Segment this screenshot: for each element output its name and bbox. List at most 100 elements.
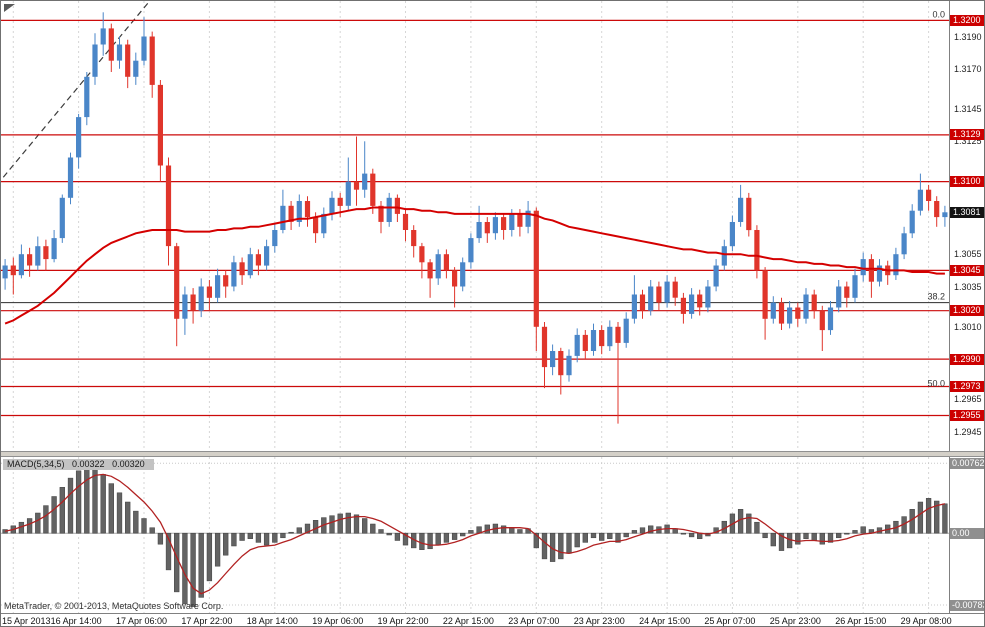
- time-axis-label: 16 Apr 14:00: [50, 616, 102, 626]
- candle: [411, 225, 417, 258]
- candle-body: [84, 76, 90, 118]
- candle-body: [738, 197, 744, 222]
- macd-histogram-bar: [362, 518, 368, 534]
- candle-body: [574, 334, 580, 356]
- candle: [664, 275, 670, 308]
- macd-panel[interactable]: MACD(5,34,5) 0.00322 0.00320 MetaTrader,…: [1, 457, 949, 613]
- candle: [190, 288, 196, 324]
- price-chart-panel[interactable]: 0.0 38.2 50.0: [1, 1, 949, 451]
- candle-body: [909, 210, 915, 234]
- candle-body: [18, 254, 24, 276]
- candle: [811, 289, 817, 319]
- price-axis[interactable]: 1.31901.31701.31451.31251.31001.30801.30…: [949, 1, 984, 451]
- macd-histogram-bar: [844, 532, 850, 535]
- candle: [125, 39, 131, 89]
- candle-body: [787, 307, 793, 324]
- price-tick-label: 1.2945: [954, 426, 982, 437]
- candle: [926, 184, 932, 211]
- candle-body: [623, 318, 629, 343]
- candle-body: [582, 334, 588, 351]
- price-level-badge: 1.3200: [950, 14, 984, 26]
- macd-histogram-bar: [443, 532, 450, 543]
- time-axis-label: 25 Apr 23:00: [769, 616, 821, 626]
- macd-canvas[interactable]: [1, 457, 949, 613]
- candle: [566, 349, 572, 382]
- chart-shift-marker: [4, 4, 15, 12]
- macd-histogram-bar: [35, 512, 41, 534]
- candle-body: [713, 265, 719, 287]
- candle-body: [517, 213, 523, 227]
- candle-body: [615, 326, 621, 343]
- candle-body: [860, 259, 866, 276]
- candle-body: [631, 294, 637, 319]
- candle-body: [656, 286, 662, 303]
- candle-body: [419, 246, 425, 263]
- macd-histogram-bar: [198, 532, 204, 598]
- candle-body: [370, 173, 376, 206]
- candle: [803, 288, 809, 324]
- candle-body: [901, 233, 907, 255]
- candle-body: [501, 217, 507, 230]
- candle-body: [893, 254, 899, 276]
- candle: [264, 239, 270, 271]
- candle-body: [378, 205, 384, 222]
- candle-body: [141, 36, 147, 61]
- macd-histogram-bar: [108, 483, 114, 534]
- candle: [2, 259, 8, 290]
- macd-signal-value: 0.00320: [112, 459, 145, 469]
- candle: [84, 72, 90, 126]
- candle: [787, 301, 793, 329]
- candle-body: [746, 197, 752, 231]
- time-axis-label: 19 Apr 06:00: [312, 616, 364, 626]
- candle: [746, 192, 752, 237]
- price-tick-label: 1.3010: [954, 321, 982, 332]
- macd-histogram-bar: [819, 532, 825, 545]
- candle-body: [926, 189, 932, 201]
- macd-indicator-header: MACD(5,34,5) 0.00322 0.00320: [3, 459, 154, 470]
- macd-histogram-bar: [574, 532, 580, 548]
- macd-histogram-bar: [460, 532, 466, 537]
- macd-histogram-bar: [746, 513, 752, 534]
- candle: [599, 325, 605, 355]
- candle: [223, 270, 229, 298]
- candle: [67, 152, 74, 205]
- candle-body: [934, 201, 940, 218]
- candle-body: [280, 205, 286, 230]
- candle-body: [92, 44, 98, 77]
- time-axis-label: 18 Apr 14:00: [246, 616, 298, 626]
- candle-body: [452, 270, 458, 287]
- candle: [76, 113, 82, 169]
- time-axis[interactable]: 15 Apr 2013 16 Apr 14:00 17 Apr 06:00 17 Ap…: [1, 613, 984, 626]
- candle: [942, 205, 948, 227]
- panel-divider[interactable]: [1, 451, 984, 457]
- candle: [590, 323, 597, 356]
- candle-body: [59, 197, 65, 239]
- candle-body: [67, 157, 74, 198]
- moving-average-line[interactable]: [4, 206, 945, 325]
- price-chart-canvas[interactable]: 0.0 38.2 50.0: [1, 1, 949, 451]
- macd-histogram-bar: [639, 527, 646, 534]
- candle-body: [852, 275, 858, 298]
- macd-histogram-bar: [353, 514, 360, 534]
- candle: [304, 196, 311, 227]
- candle-body: [435, 254, 441, 279]
- candle-body: [215, 275, 221, 298]
- macd-axis-label: 0.00762: [950, 457, 984, 469]
- candle: [697, 289, 703, 316]
- macd-histogram-bar: [509, 527, 515, 534]
- candle: [100, 12, 106, 56]
- candle-body: [100, 28, 106, 45]
- candle: [386, 192, 392, 227]
- candle-body: [795, 307, 801, 319]
- candle-body: [705, 286, 711, 308]
- macd-histogram-bar: [590, 532, 597, 539]
- candle-body: [443, 254, 449, 271]
- macd-histogram-bar: [541, 532, 548, 560]
- macd-histogram-bar: [231, 532, 237, 547]
- macd-histogram-bar: [272, 532, 278, 543]
- candle-body: [133, 60, 139, 77]
- candle-body: [689, 294, 695, 314]
- candle-body: [206, 286, 212, 298]
- macd-histogram-bar: [239, 532, 245, 541]
- candle: [198, 278, 204, 318]
